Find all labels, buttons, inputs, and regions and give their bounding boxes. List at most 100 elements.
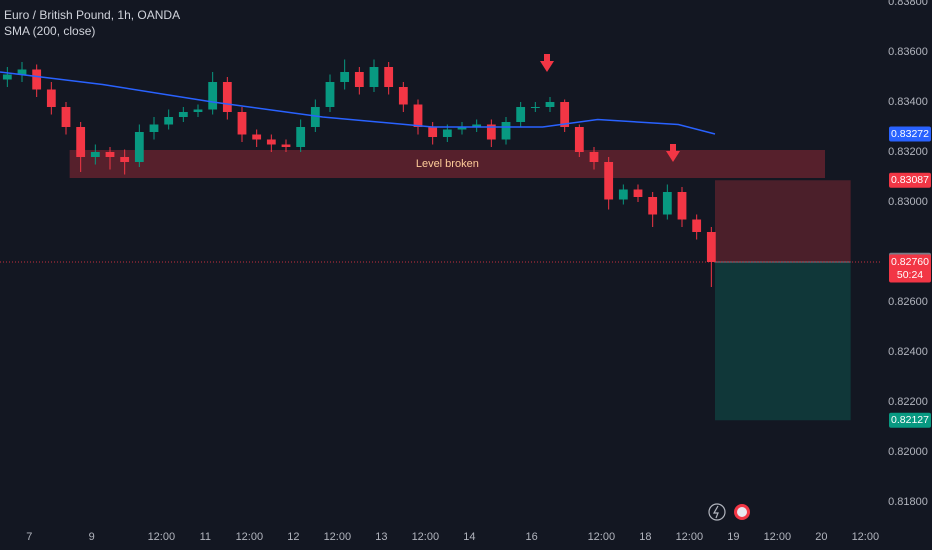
candle-body (17, 69, 27, 75)
candle-body (428, 127, 438, 137)
y-tick-label: 0.83800 (888, 0, 928, 8)
zone-label: Level broken (416, 158, 479, 170)
take-profit-zone (715, 262, 851, 421)
plot-area: Level broken (0, 59, 880, 421)
candle-body (648, 197, 658, 215)
candle-body (472, 124, 482, 127)
y-tick-label: 0.81800 (888, 496, 928, 508)
candle-body (266, 139, 276, 145)
x-tick-label: 12 (287, 531, 299, 543)
x-tick-label: 13 (375, 531, 387, 543)
x-tick-label: 9 (89, 531, 95, 543)
candle-body (574, 127, 584, 152)
x-tick-label: 18 (639, 531, 651, 543)
candle-body (604, 162, 614, 200)
price-label: 0.83272 (891, 128, 929, 140)
price-label: 0.82127 (891, 414, 929, 426)
candle-body (589, 152, 599, 162)
candle-body (369, 67, 379, 87)
candle-body (2, 74, 12, 80)
candle-body (340, 72, 350, 82)
candle-body (354, 72, 364, 87)
x-tick-label: 16 (526, 531, 538, 543)
x-tick-label: 12:00 (764, 531, 792, 543)
x-tick-label: 19 (727, 531, 739, 543)
candle-body (325, 82, 335, 107)
x-tick-label: 7 (26, 531, 32, 543)
candle-body (310, 107, 320, 127)
y-tick-label: 0.82000 (888, 446, 928, 458)
candle-body (237, 112, 247, 135)
sma-line (0, 71, 716, 135)
candle-body (560, 102, 570, 127)
candle-body (501, 122, 511, 140)
event-icon-glyph (737, 507, 747, 517)
candle-body (486, 124, 496, 140)
x-tick-label: 14 (463, 531, 475, 543)
indicator-label: SMA (200, close) (4, 24, 95, 38)
candle-body (164, 117, 174, 125)
candle-body (692, 219, 702, 232)
chart-title: Euro / British Pound, 1h, OANDA (4, 8, 180, 22)
x-tick-label: 12:00 (236, 531, 264, 543)
candle-body (677, 192, 687, 220)
price-label: 0.82760 (891, 256, 929, 268)
y-tick-label: 0.82200 (888, 396, 928, 408)
arrow (540, 54, 554, 72)
candle-body (32, 69, 42, 90)
countdown-label: 50:24 (897, 269, 923, 281)
candle-body (193, 109, 203, 112)
candle-body (61, 107, 71, 127)
candle-body (76, 127, 86, 157)
candle-body (134, 132, 144, 162)
x-tick-label: 11 (200, 531, 211, 543)
event-icon-glyph (712, 505, 719, 519)
candle-body (120, 157, 130, 162)
price-label-box (889, 172, 931, 188)
candle-body (706, 232, 716, 262)
candle-body (384, 67, 394, 87)
candle-body (457, 127, 467, 130)
candle-body (178, 112, 188, 117)
y-tick-label: 0.83400 (888, 96, 928, 108)
y-tick-label: 0.83600 (888, 46, 928, 58)
broken-level-zone (69, 150, 825, 178)
candle-body (398, 87, 408, 105)
x-tick-label: 12:00 (148, 531, 176, 543)
y-tick-label: 0.82600 (888, 296, 928, 308)
candle-body (662, 192, 672, 215)
candle-body (516, 107, 526, 122)
candle-body (633, 189, 643, 197)
candle-body (208, 82, 218, 110)
candle-body (46, 89, 56, 107)
candle-body (413, 104, 423, 127)
arrow (666, 144, 680, 162)
x-tick-label: 12:00 (588, 531, 616, 543)
x-tick-label: 12:00 (324, 531, 352, 543)
candle-body (252, 134, 262, 140)
price-label-box (889, 412, 931, 428)
candle-body (222, 82, 232, 112)
candle-body (545, 102, 555, 107)
x-tick-label: 20 (815, 531, 827, 543)
stop-loss-zone (715, 180, 851, 262)
y-tick-label: 0.83200 (888, 146, 928, 158)
event-icon[interactable] (708, 503, 726, 521)
candle-body (149, 124, 159, 132)
price-label: 0.83087 (891, 174, 929, 186)
candle-body (618, 189, 628, 200)
candle-body (90, 152, 100, 157)
candle-body (530, 107, 540, 108)
candle-body (442, 129, 452, 137)
price-label-box (889, 254, 931, 283)
y-tick-label: 0.83000 (888, 196, 928, 208)
candle-body (296, 127, 306, 147)
y-tick-label: 0.82400 (888, 346, 928, 358)
x-tick-label: 12:00 (412, 531, 440, 543)
price-label-box (889, 126, 931, 142)
candle-body (281, 144, 291, 147)
x-tick-label: 12:00 (676, 531, 704, 543)
candle-body (105, 152, 115, 157)
